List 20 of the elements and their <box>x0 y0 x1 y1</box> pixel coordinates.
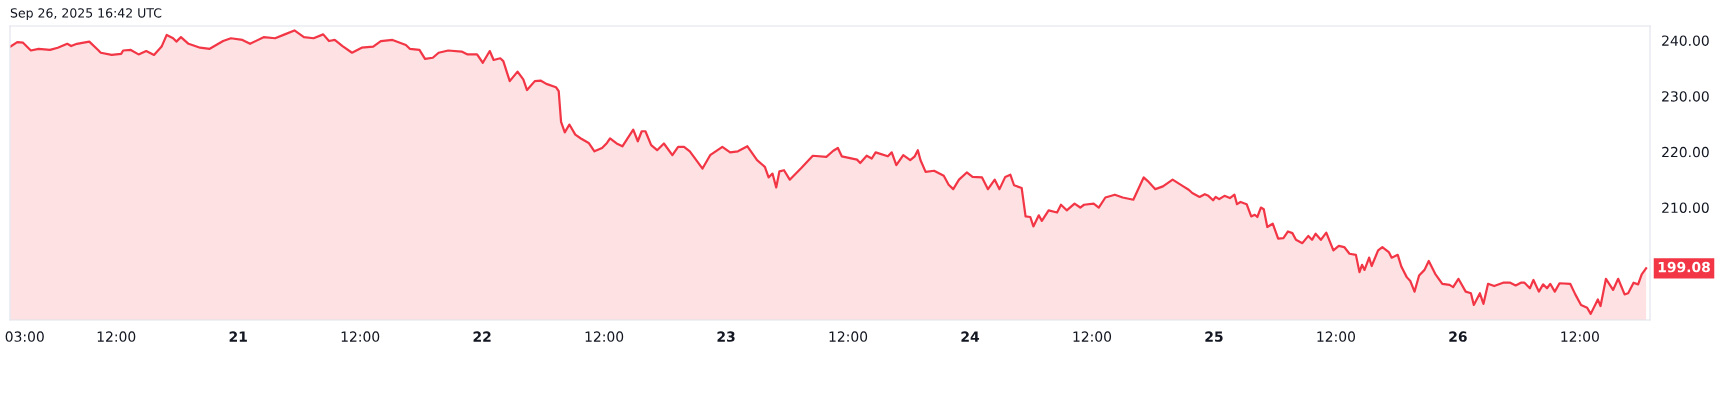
x-tick-label: 12:00 <box>829 331 868 342</box>
annotation: 199.08 <box>1658 261 1710 273</box>
x-tick-label: 12:00 <box>1073 331 1112 342</box>
x-tick-label: 22 <box>473 331 491 342</box>
y-tick-label: 210.00 <box>1662 202 1709 213</box>
x-tick-label: 03:00 <box>5 331 44 342</box>
y-tick-label: 220.00 <box>1662 146 1709 158</box>
x-tick-label: 12:00 <box>341 331 380 342</box>
y-tick-label: 230.00 <box>1662 91 1709 102</box>
chart-subtitle: Sep 26, 2025 16:42 UTC <box>10 8 162 21</box>
y-tick-label: 240.00 <box>1662 35 1709 46</box>
x-tick-label: 25 <box>1205 331 1223 342</box>
x-tick-label: 12:00 <box>1317 331 1356 342</box>
x-tick-label: 24 <box>961 331 980 342</box>
x-tick-label: 26 <box>1449 331 1467 342</box>
x-tick-label: 12:00 <box>585 331 624 342</box>
x-tick-label: 12:00 <box>97 331 136 342</box>
x-tick-label: 23 <box>717 331 735 342</box>
x-tick-label: 21 <box>229 331 247 342</box>
x-tick-label: 12:00 <box>1561 331 1599 342</box>
